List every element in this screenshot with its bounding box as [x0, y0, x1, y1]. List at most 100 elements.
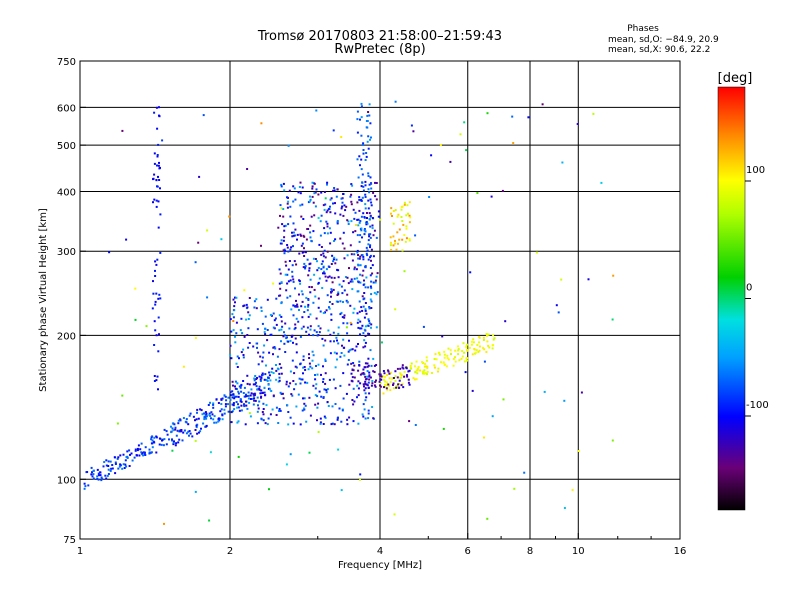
- data-point: [477, 350, 480, 353]
- data-point: [370, 326, 372, 329]
- data-point: [491, 344, 494, 347]
- data-point: [328, 307, 331, 310]
- data-point: [332, 202, 334, 205]
- data-point: [266, 329, 269, 331]
- data-point: [351, 369, 354, 371]
- data-point: [390, 212, 392, 215]
- data-point: [157, 350, 160, 353]
- data-point: [301, 242, 304, 245]
- data-point: [396, 367, 399, 370]
- data-point: [342, 214, 345, 217]
- data-point: [171, 422, 174, 425]
- data-point: [476, 192, 479, 194]
- data-point: [396, 376, 399, 379]
- data-point: [317, 281, 320, 284]
- data-point: [317, 217, 320, 219]
- data-point: [152, 440, 155, 443]
- data-point: [416, 369, 419, 372]
- data-point: [119, 454, 122, 457]
- data-point: [461, 350, 464, 352]
- data-point: [289, 453, 292, 456]
- data-point: [369, 198, 372, 201]
- data-point: [367, 135, 370, 138]
- data-point: [472, 341, 475, 344]
- data-point: [406, 374, 408, 377]
- data-point: [369, 298, 372, 301]
- data-point: [248, 297, 251, 299]
- data-point: [159, 251, 162, 254]
- data-point: [332, 257, 335, 260]
- data-point: [365, 126, 368, 129]
- data-point: [323, 191, 326, 193]
- data-point: [369, 256, 372, 259]
- data-point: [367, 332, 370, 335]
- data-point: [426, 365, 429, 368]
- data-point: [262, 408, 265, 410]
- data-point: [359, 320, 362, 323]
- data-point: [368, 235, 371, 238]
- data-point: [136, 454, 138, 457]
- data-point: [307, 305, 310, 308]
- data-point: [309, 365, 312, 368]
- data-point: [397, 383, 400, 386]
- data-point: [492, 338, 495, 341]
- data-point: [362, 305, 365, 308]
- data-point: [97, 474, 100, 477]
- data-point: [253, 306, 256, 309]
- data-point: [405, 227, 408, 230]
- data-point: [313, 182, 316, 185]
- data-points: [83, 100, 615, 525]
- data-point: [316, 334, 319, 337]
- data-point: [237, 420, 240, 423]
- data-point: [353, 277, 356, 280]
- data-point: [375, 326, 378, 329]
- data-point: [425, 359, 428, 362]
- data-point: [260, 376, 263, 379]
- data-point: [333, 351, 336, 354]
- data-point: [387, 369, 389, 372]
- data-point: [279, 204, 282, 207]
- data-point: [278, 282, 281, 285]
- data-point: [233, 305, 236, 308]
- data-point: [240, 409, 243, 412]
- data-point: [272, 346, 275, 349]
- data-point: [265, 364, 267, 367]
- data-point: [367, 175, 370, 177]
- data-point: [102, 465, 105, 468]
- data-point: [404, 240, 407, 243]
- data-point: [293, 372, 296, 375]
- data-point: [294, 198, 297, 201]
- data-point: [261, 322, 264, 325]
- data-point: [302, 266, 305, 269]
- data-point: [234, 301, 236, 304]
- data-point: [266, 298, 269, 301]
- data-point: [333, 423, 336, 426]
- data-point: [331, 254, 334, 257]
- data-point: [612, 274, 615, 277]
- data-point: [310, 215, 313, 218]
- data-point: [375, 182, 378, 184]
- data-point: [476, 344, 479, 346]
- data-point: [275, 297, 278, 300]
- data-point: [369, 225, 372, 228]
- data-point: [144, 454, 147, 456]
- data-point: [319, 220, 322, 223]
- data-point: [339, 313, 342, 316]
- data-point: [283, 189, 286, 192]
- data-point: [366, 114, 369, 117]
- data-point: [139, 448, 142, 451]
- data-point: [416, 372, 419, 375]
- data-point: [330, 295, 332, 298]
- data-point: [399, 373, 402, 376]
- data-point: [371, 272, 374, 275]
- data-point: [295, 366, 298, 369]
- data-point: [290, 246, 293, 249]
- data-point: [292, 314, 295, 317]
- data-point: [330, 318, 333, 321]
- data-point: [289, 382, 292, 385]
- data-point: [283, 342, 286, 345]
- data-point: [341, 409, 344, 412]
- data-point: [368, 191, 371, 194]
- data-point: [359, 220, 362, 222]
- data-point: [352, 208, 355, 211]
